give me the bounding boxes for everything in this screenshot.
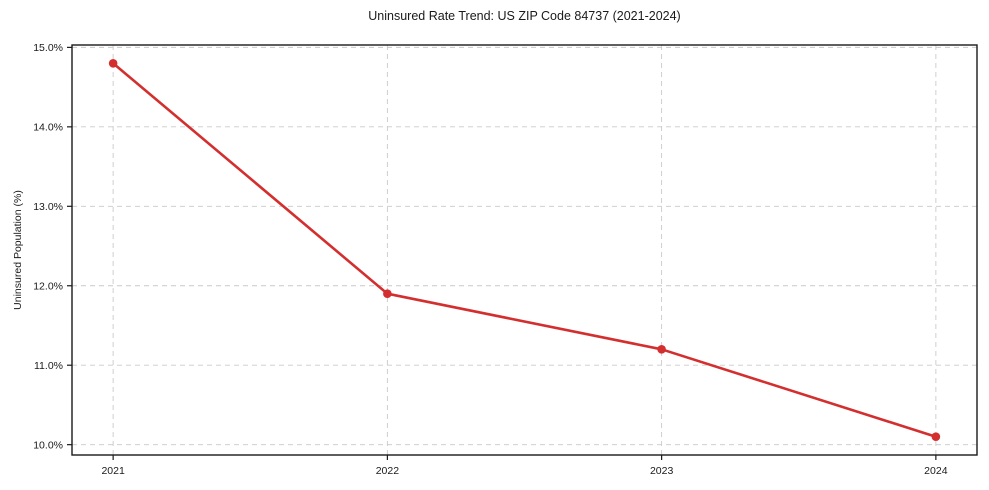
data-point — [108, 58, 118, 68]
x-tick-label: 2022 — [376, 465, 400, 477]
y-tick-label: 14.0% — [33, 122, 63, 134]
y-tick-label: 12.0% — [33, 280, 63, 292]
y-tick-label: 10.0% — [33, 439, 63, 451]
x-tick-label: 2024 — [924, 465, 948, 477]
data-point — [383, 289, 392, 299]
x-tick-label: 2023 — [650, 465, 674, 477]
data-point — [931, 432, 941, 442]
y-tick-label: 13.0% — [33, 201, 63, 213]
chart-title: Uninsured Rate Trend: US ZIP Code 84737 … — [368, 9, 681, 23]
trend-line — [111, 61, 938, 439]
y-tick-label: 15.0% — [33, 42, 63, 54]
x-tick-label: 2021 — [101, 465, 125, 477]
data-point — [657, 345, 666, 354]
y-tick-label: 11.0% — [34, 360, 63, 372]
plot-border — [71, 44, 978, 456]
